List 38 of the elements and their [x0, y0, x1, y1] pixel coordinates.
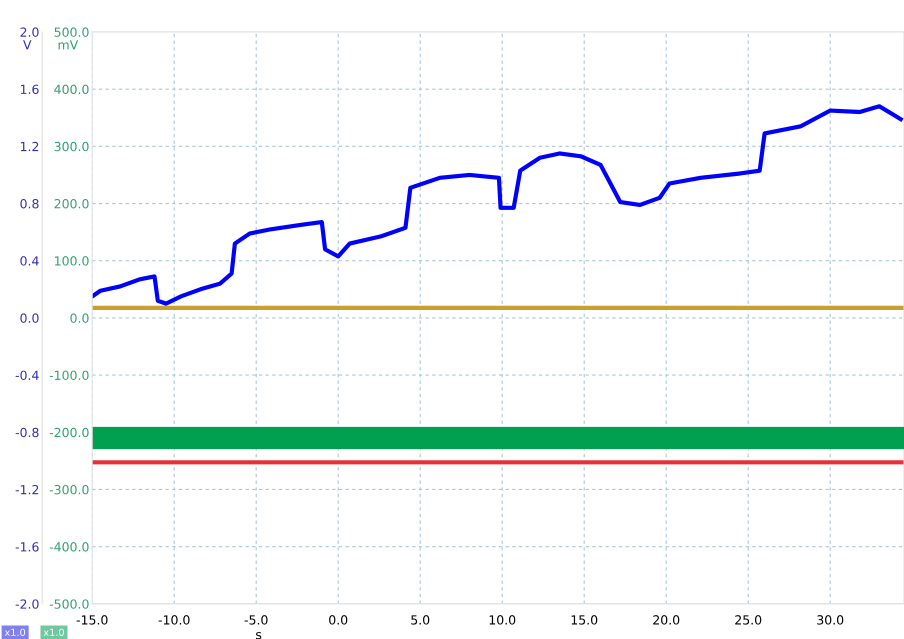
y-tick-label: 0.4: [20, 256, 39, 266]
y2-tick-label: 100.0: [55, 256, 89, 266]
text: x1.0: [44, 628, 64, 636]
y2-tick-label: 400.0: [54, 84, 89, 94]
y-tick-label: 0.0: [20, 313, 39, 323]
y2-tick-label: 300.0: [54, 142, 89, 152]
x-tick-label: 20.0: [653, 615, 680, 625]
y2-tick-label: -300.0: [50, 484, 89, 494]
y-axis-title: V: [23, 40, 32, 50]
y2-tick-label: 200.0: [54, 198, 89, 208]
x-tick-label: -5.0: [244, 615, 268, 625]
y-tick-label: 1.6: [20, 84, 39, 94]
line-series: [92, 104, 903, 306]
x-tick-label: 0.0: [329, 615, 348, 625]
y-tick-label: -0.8: [16, 428, 39, 438]
x-tick-label: 30.0: [817, 615, 844, 625]
y2-tick-label: 0.0: [70, 313, 89, 323]
y2-tick-label: -100.0: [50, 370, 89, 380]
y-tick-label: 2.0: [20, 27, 39, 37]
y-tick-label: -1.6: [16, 542, 39, 552]
x-tick-label: 15.0: [572, 615, 598, 625]
y-tick-label: -2.0: [16, 599, 39, 609]
y-tick-label: -1.2: [16, 484, 38, 494]
x-tick-label: 25.0: [735, 615, 762, 625]
y-tick-label: 0.8: [20, 198, 39, 208]
y2-tick-label: -500.0: [50, 599, 89, 609]
y2-axis-title: mV: [58, 40, 78, 50]
x-axis-title: s: [256, 632, 262, 639]
y-tick-label: -0.4: [16, 370, 39, 380]
x-tick-label: -15.0: [76, 615, 108, 625]
y2-tick-label: 500.0: [54, 27, 89, 37]
y2-tick-label: -200.0: [50, 428, 89, 438]
y2-tick-label: -400.0: [50, 542, 89, 552]
x-tick-label: 5.0: [411, 615, 430, 625]
x-tick-label: -10.0: [158, 615, 190, 625]
y-tick-label: 1.2: [20, 142, 38, 152]
text: x1.0: [4, 628, 26, 636]
x-tick-label: 10.0: [490, 615, 516, 625]
